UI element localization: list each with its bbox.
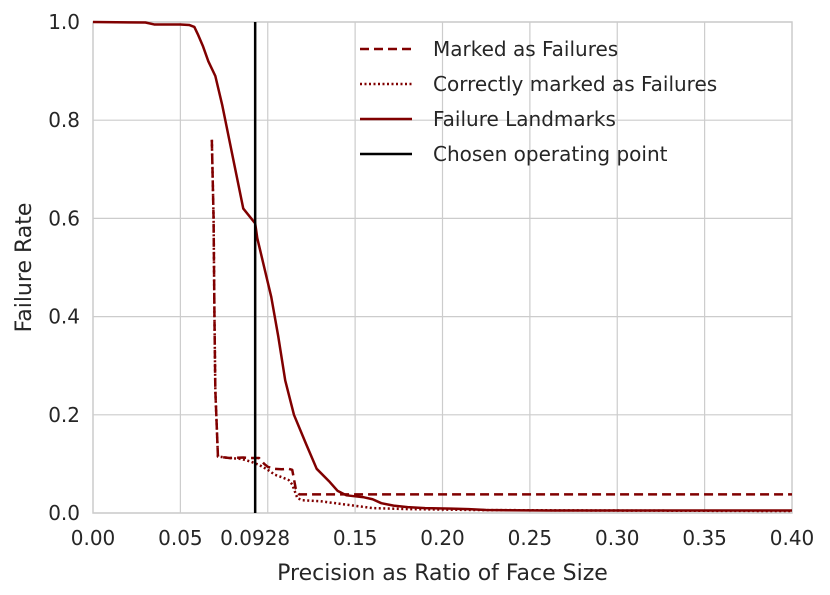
x-axis-ticks: 0.00 0.05 0.0928 0.15 0.20 0.25 0.30 0.35 0.40 xyxy=(71,526,815,550)
y-axis-ticks: 0.0 0.2 0.4 0.6 0.8 1.0 xyxy=(48,10,80,525)
legend-label-3: Chosen operating point xyxy=(433,142,668,166)
x-tick-label: 0.35 xyxy=(682,526,727,550)
series-lines xyxy=(92,20,793,513)
y-axis-label: Failure Rate xyxy=(12,203,37,333)
x-tick-label: 0.20 xyxy=(420,526,465,550)
y-tick-label: 0.4 xyxy=(48,305,80,329)
x-tick-label: 0.00 xyxy=(71,526,116,550)
plot-frame xyxy=(92,21,793,514)
series-line-2 xyxy=(92,20,792,512)
y-tick-label: 0.0 xyxy=(48,501,80,525)
y-tick-label: 1.0 xyxy=(48,10,80,34)
x-tick-label: 0.05 xyxy=(158,526,203,550)
x-tick-label: 0.30 xyxy=(595,526,640,550)
legend: Marked as Failures Correctly marked as Fa… xyxy=(360,37,717,166)
series-line-0 xyxy=(210,139,792,496)
x-axis-label: Precision as Ratio of Face Size xyxy=(277,561,608,586)
y-tick-label: 0.6 xyxy=(48,206,80,230)
x-tick-label: 0.40 xyxy=(770,526,815,550)
x-tick-label: 0.0928 xyxy=(220,526,290,550)
legend-label-2: Failure Landmarks xyxy=(433,107,616,131)
y-tick-label: 0.8 xyxy=(48,108,80,132)
legend-label-0: Marked as Failures xyxy=(433,37,618,61)
y-tick-label: 0.2 xyxy=(48,403,80,427)
x-tick-label: 0.25 xyxy=(508,526,553,550)
x-tick-label: 0.15 xyxy=(333,526,378,550)
legend-label-1: Correctly marked as Failures xyxy=(433,72,717,96)
